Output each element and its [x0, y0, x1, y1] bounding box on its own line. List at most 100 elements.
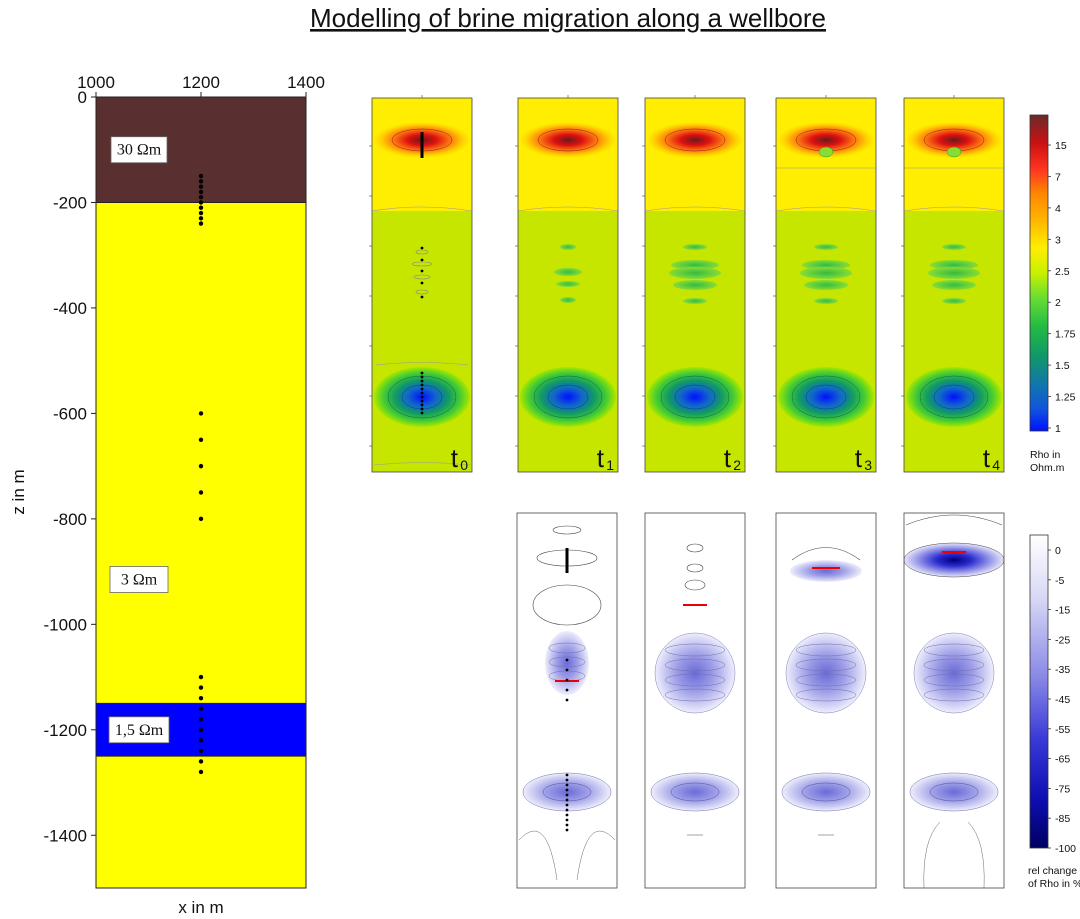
contour-line: [650, 772, 740, 812]
electrode-dot: [565, 773, 569, 777]
electrode-dot: [198, 490, 204, 495]
change-anomaly-upper: [790, 560, 862, 582]
model-layer-3: [96, 756, 306, 888]
time-step-label: t: [597, 443, 605, 473]
electrode-dot: [565, 808, 569, 812]
contour-line: [670, 782, 720, 802]
layer-label-1-5-box: [108, 716, 170, 744]
rho-tick-label: 2: [1055, 297, 1061, 309]
electrode-dot: [420, 269, 424, 273]
relative-change-panels: [516, 512, 1005, 889]
low-resistivity-spot: [814, 298, 838, 304]
low-resistivity-spot: [556, 281, 580, 287]
low-resistivity-spot: [930, 260, 978, 270]
contour-line: [913, 632, 995, 714]
rho-tick-label: 7: [1055, 171, 1061, 183]
electrode-dot: [198, 685, 204, 690]
time-step-label: t: [724, 443, 732, 473]
contour-line: [795, 658, 857, 672]
contour-line: [801, 782, 851, 802]
change-tick-label: -75: [1055, 783, 1070, 795]
electrode-dot: [198, 194, 204, 200]
change-tick-label: -15: [1055, 605, 1070, 617]
contour-line: [781, 772, 871, 812]
low-resistivity-spot: [673, 280, 717, 290]
rho-tick-label: 2.5: [1055, 266, 1070, 278]
contour-line: [785, 632, 867, 714]
change-colorbar-title-line1: rel change: [1028, 865, 1077, 877]
change-panel-1: [516, 512, 618, 889]
electrode-dot: [420, 246, 424, 250]
contour-line: [674, 384, 716, 410]
electrode-dot: [420, 379, 424, 383]
electrode-dot: [198, 769, 204, 775]
time-step-label: t: [855, 443, 863, 473]
rho-colorbar-scale: [1029, 114, 1049, 432]
contour-line: [664, 643, 726, 657]
electrode-dot: [198, 463, 204, 469]
contour-line: [533, 375, 603, 419]
high-resistivity-anomaly: [906, 122, 1002, 158]
contour-line: [552, 525, 582, 535]
change-panel-2: [644, 512, 746, 889]
electrode-dot: [565, 813, 569, 817]
electrode-dot: [198, 173, 204, 179]
electrode-dot: [420, 403, 424, 407]
electrode-dot: [565, 778, 569, 782]
contour-line: [686, 543, 704, 553]
z-tick-label: -1400: [44, 826, 87, 845]
low-resistivity-spot: [669, 267, 721, 279]
x-tick-label: 1400: [287, 73, 325, 92]
change-colorbar: 0 -5 -15 -25 -35 -45 -55 -65 -75 -85 -100 rel chan…: [1028, 534, 1080, 890]
z-tick-label: -600: [53, 404, 87, 423]
electrode-dot: [565, 828, 569, 832]
electrode-dot: [565, 658, 569, 662]
contour-line: [909, 772, 999, 812]
x-tick-label: 1200: [182, 73, 220, 92]
z-axis-label: z in m: [9, 469, 28, 514]
electrode-dot: [420, 395, 424, 399]
low-resistivity-spot: [800, 267, 852, 279]
change-anomaly-middle: [914, 633, 994, 713]
contour-line: [923, 643, 985, 657]
time-step-label: t: [983, 443, 991, 473]
z-tick-label: -1200: [44, 721, 87, 740]
time-step-subscript: 0: [460, 457, 468, 473]
layer-label-1-5: 1,5 Ωm: [115, 722, 164, 739]
high-resistivity-anomaly: [778, 122, 874, 158]
electrode-dot: [198, 759, 204, 764]
contour-line: [795, 643, 857, 657]
x-axis-label: x in m: [178, 898, 223, 917]
low-resistivity-spot: [928, 267, 980, 279]
electrode-dot: [565, 803, 569, 807]
electrode-dot: [198, 738, 204, 743]
contour-line: [375, 362, 469, 366]
contour-line: [547, 384, 589, 410]
contour-line: [923, 673, 985, 687]
rho-colorbar-title-line2: Ohm.m: [1030, 462, 1065, 474]
change-tick-label: -45: [1055, 694, 1070, 706]
change-tick-label: -65: [1055, 754, 1070, 766]
contour-line: [660, 375, 730, 419]
time-step-subscript: 1: [606, 457, 614, 473]
time-step-subscript: 4: [992, 457, 1000, 473]
z-tick-label: 0: [78, 88, 87, 107]
change-anomaly-lower: [910, 773, 998, 811]
change-anomaly-middle: [786, 633, 866, 713]
contour-line: [373, 462, 471, 466]
contour-line: [664, 658, 726, 672]
contour-line: [903, 206, 1005, 212]
electrode-dot: [565, 783, 569, 787]
electrode-dot: [198, 706, 204, 711]
contour-line: [923, 688, 985, 702]
change-panel-4: [903, 512, 1005, 889]
contour-line: [644, 206, 746, 212]
contour-line: [411, 261, 433, 267]
time-step-subscript: 3: [864, 457, 872, 473]
contour-line: [548, 656, 586, 668]
layer-label-30: 30 Ωm: [117, 142, 162, 159]
change-tick-label: -85: [1055, 813, 1070, 825]
